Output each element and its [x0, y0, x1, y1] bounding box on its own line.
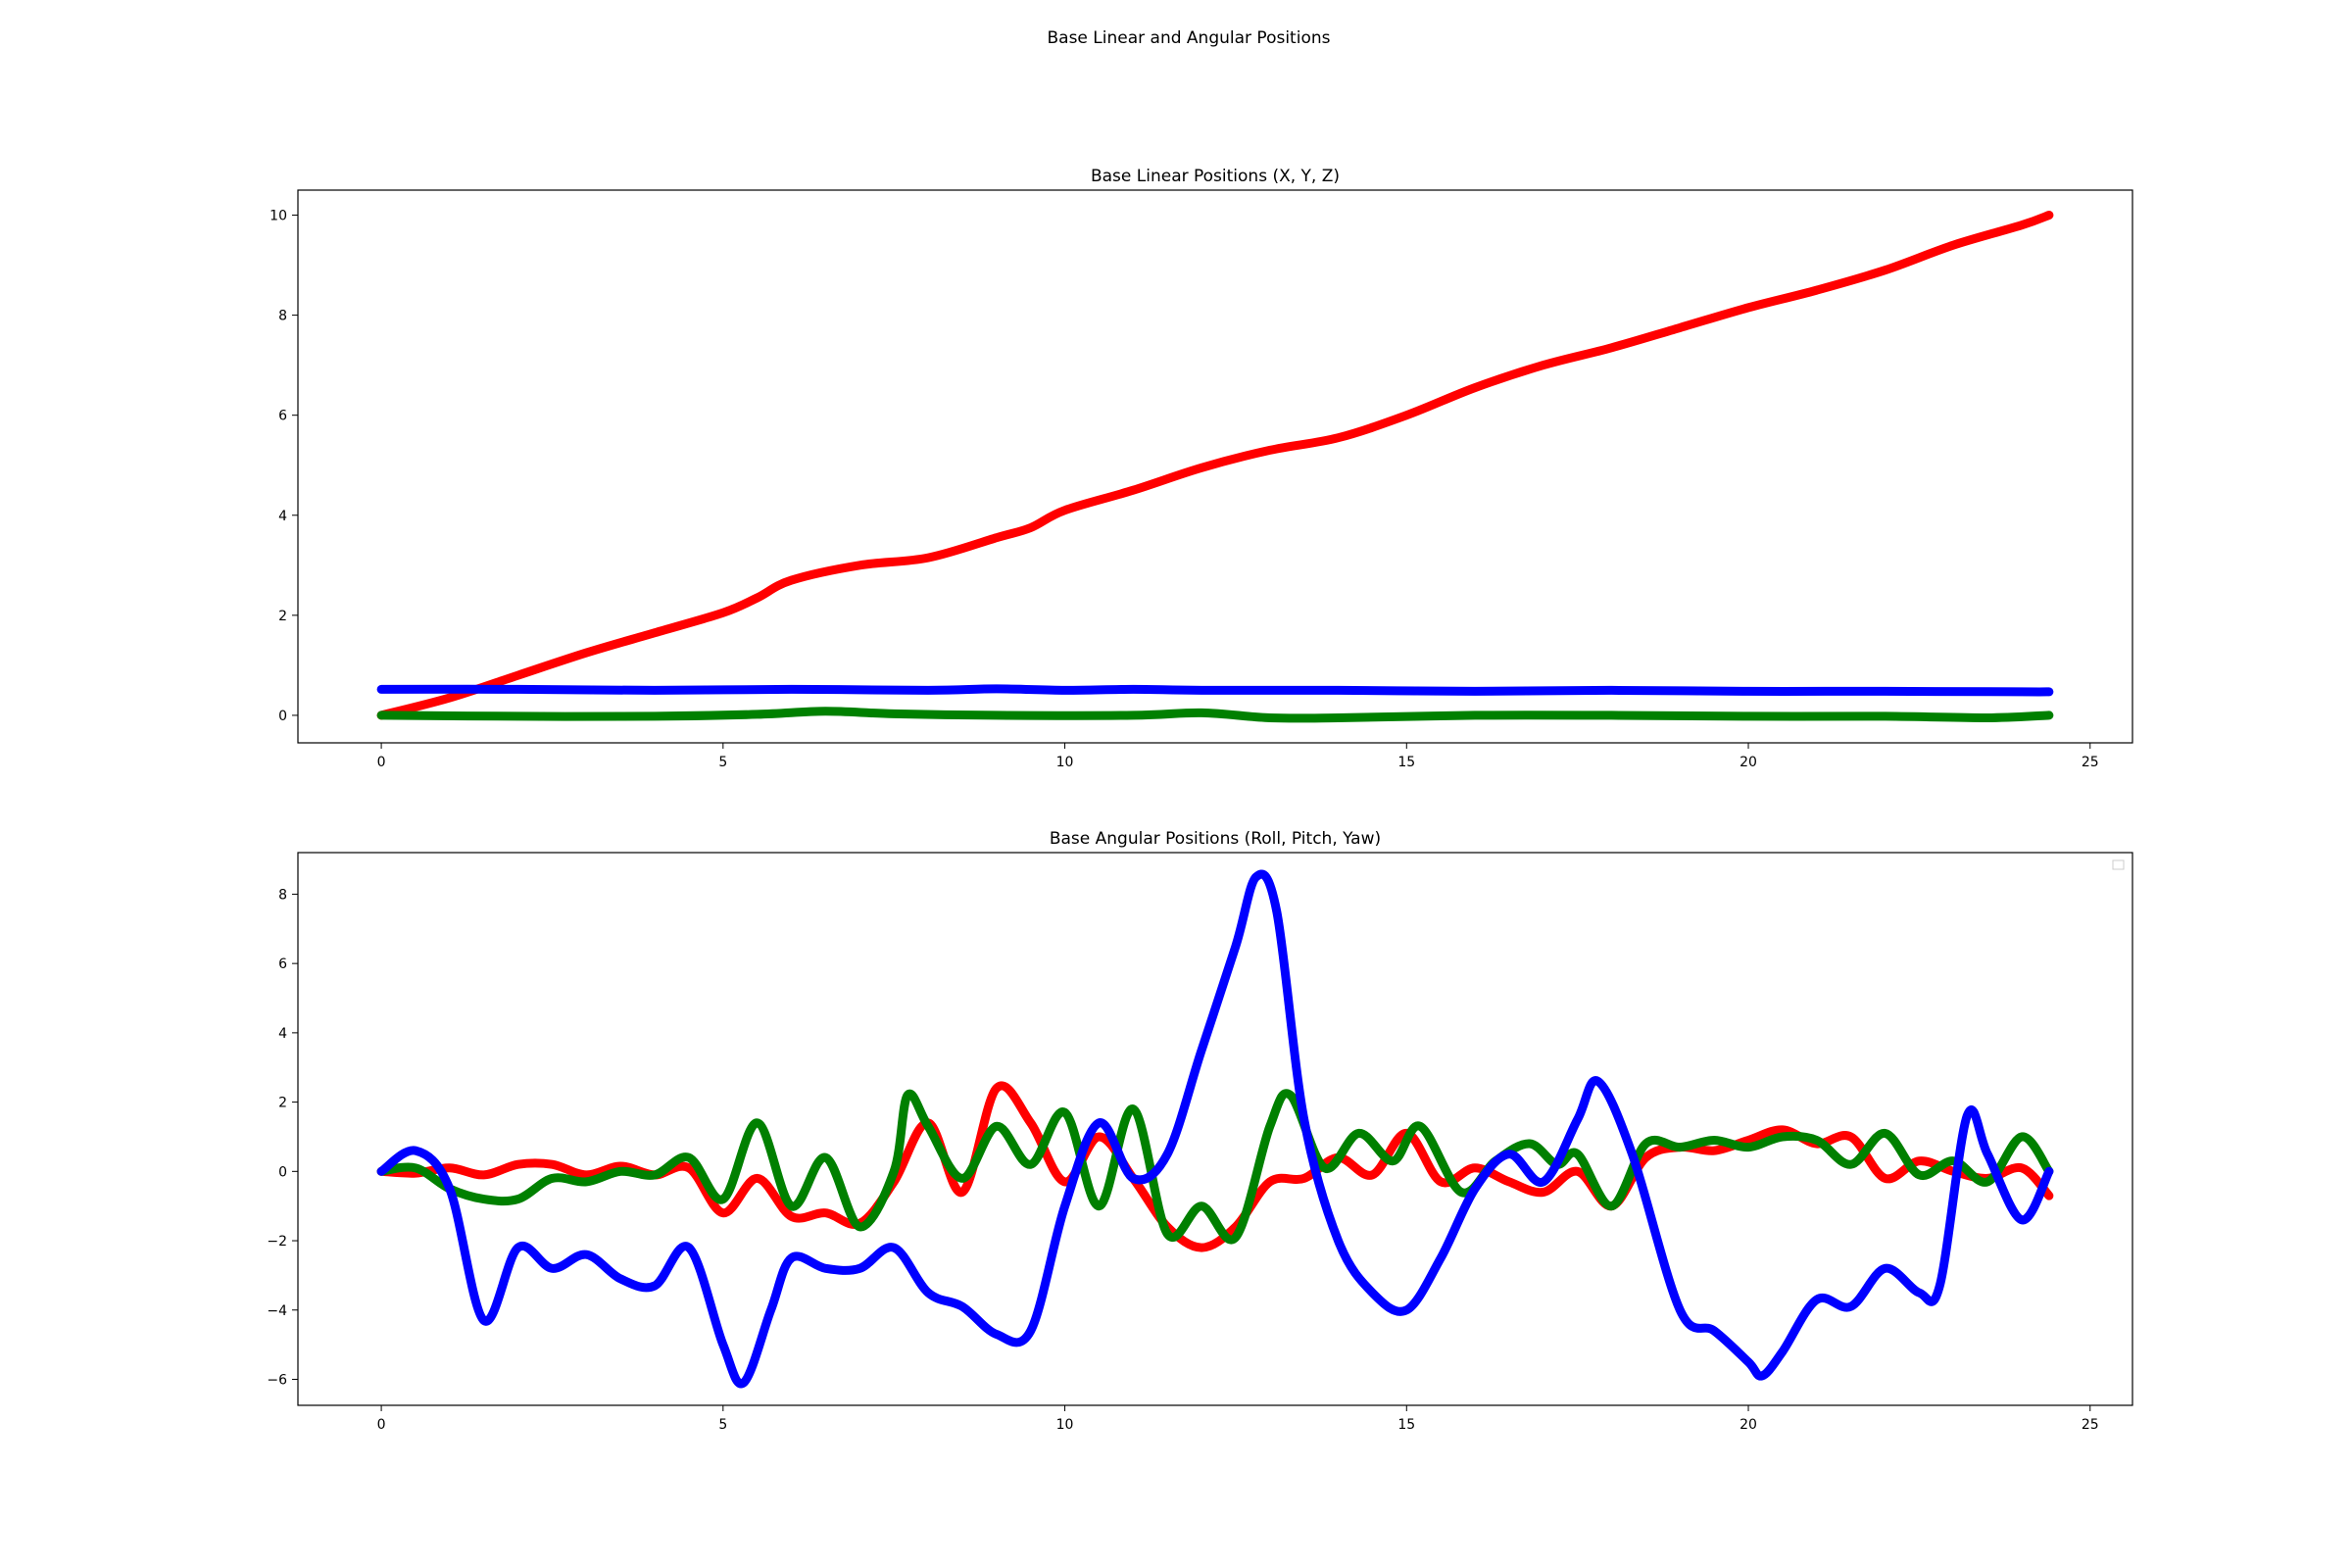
linear-x-tick-label: 5 [718, 755, 727, 770]
angular-x-tick-label: 15 [1397, 1417, 1415, 1433]
linear-plot-title: Base Linear Positions (X, Y, Z) [1091, 167, 1340, 186]
angular-y-tick-label: 0 [278, 1164, 287, 1180]
angular-x-tick-label: 5 [718, 1417, 727, 1433]
angular-y-tick-label: 8 [278, 887, 287, 903]
linear-positions-plot: Base Linear Positions (X, Y, Z) 0 5 10 15 20… [270, 167, 2133, 770]
angular-x-tick-label: 20 [1740, 1417, 1757, 1433]
angular-y-tick-label: −2 [267, 1234, 287, 1250]
angular-x-tick-label: 0 [377, 1417, 386, 1433]
linear-y-tick-label: 6 [278, 409, 287, 424]
linear-y-tick-label: 0 [278, 709, 287, 724]
angular-series-2-line [376, 1089, 2054, 1245]
figure-suptitle: Base Linear and Angular Positions [1048, 28, 1331, 48]
angular-plot-frame [297, 852, 2133, 1406]
linear-y-tick-label: 2 [278, 609, 287, 624]
angular-y-tick-label: 4 [278, 1026, 287, 1042]
angular-y-tick-label: 6 [278, 956, 287, 972]
linear-y-tick-label: 4 [278, 509, 287, 524]
angular-series-3-line [376, 869, 2054, 1389]
linear-y-tick-label: 8 [278, 309, 287, 324]
linear-plot-frame [297, 189, 2133, 744]
angular-positions-plot: Base Angular Positions (Roll, Pitch, Yaw… [267, 829, 2133, 1433]
linear-series-2-line [376, 684, 2054, 697]
angular-y-tick-label: 2 [278, 1096, 287, 1111]
linear-x-tick-label: 25 [2082, 755, 2099, 770]
angular-x-tick-label: 10 [1056, 1417, 1074, 1433]
linear-x-tick-label: 15 [1397, 755, 1415, 770]
angular-y-tick-label: −4 [267, 1303, 287, 1319]
linear-series-1-line [376, 211, 2054, 720]
linear-x-tick-label: 10 [1056, 755, 1074, 770]
linear-x-tick-label: 0 [377, 755, 386, 770]
legend-box [2112, 859, 2125, 870]
angular-x-tick-label: 25 [2082, 1417, 2099, 1433]
angular-plot-title: Base Angular Positions (Roll, Pitch, Yaw… [1050, 829, 1381, 849]
linear-x-tick-label: 20 [1740, 755, 1757, 770]
linear-series-3-line [376, 707, 2054, 723]
linear-y-tick-label: 10 [270, 209, 287, 224]
angular-y-tick-label: −6 [267, 1372, 287, 1388]
